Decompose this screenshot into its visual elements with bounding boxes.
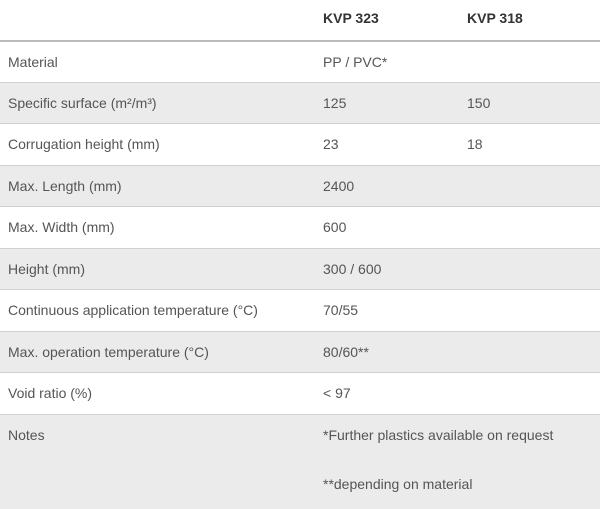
header-row: KVP 323 KVP 318 <box>0 0 600 40</box>
row-label: Notes <box>8 426 45 443</box>
notes-row: Notes *Further plastics available on requ… <box>0 413 600 509</box>
row-label: Max. Length (mm) <box>8 177 122 194</box>
row-label: Max. operation temperature (°C) <box>8 343 209 360</box>
table-row: Continuous application temperature (°C) 7… <box>0 289 600 331</box>
row-label: Corrugation height (mm) <box>8 136 160 152</box>
table-row: Max. Length (mm) 2400 <box>0 164 600 206</box>
cell-value: 300 / 600 <box>323 260 382 277</box>
row-label: Height (mm) <box>8 260 86 277</box>
column-header: KVP 318 <box>467 10 523 26</box>
row-label: Material <box>8 54 58 70</box>
table-row: Max. Width (mm) 600 <box>0 206 600 248</box>
cell-value: 600 <box>323 219 347 235</box>
cell-value: 70/55 <box>323 302 359 318</box>
cell-value: 125 <box>323 94 347 111</box>
row-label: Continuous application temperature (°C) <box>8 302 258 318</box>
row-label: Specific surface (m²/m³) <box>8 94 157 111</box>
row-label: Max. Width (mm) <box>8 219 115 235</box>
table-row: Height (mm) 300 / 600 <box>0 247 600 289</box>
cell-value: 150 <box>467 94 491 111</box>
cell-value: PP / PVC* <box>323 54 388 70</box>
cell-value: 2400 <box>323 177 355 194</box>
row-label: Void ratio (%) <box>8 385 93 401</box>
table-row: Material PP / PVC* <box>0 40 600 82</box>
table-row: Corrugation height (mm) 23 18 <box>0 123 600 165</box>
note-line: **depending on material <box>323 475 473 492</box>
cell-value: 80/60** <box>323 343 369 360</box>
table-row: Max. operation temperature (°C) 80/60** <box>0 330 600 372</box>
column-header: KVP 323 <box>323 10 379 26</box>
cell-value: < 97 <box>323 385 351 401</box>
cell-value: 18 <box>467 136 483 152</box>
table-row: Void ratio (%) < 97 <box>0 372 600 414</box>
table-row: Specific surface (m²/m³) 125 150 <box>0 81 600 123</box>
cell-value: 23 <box>323 136 339 152</box>
note-line: *Further plastics available on request <box>323 426 554 443</box>
